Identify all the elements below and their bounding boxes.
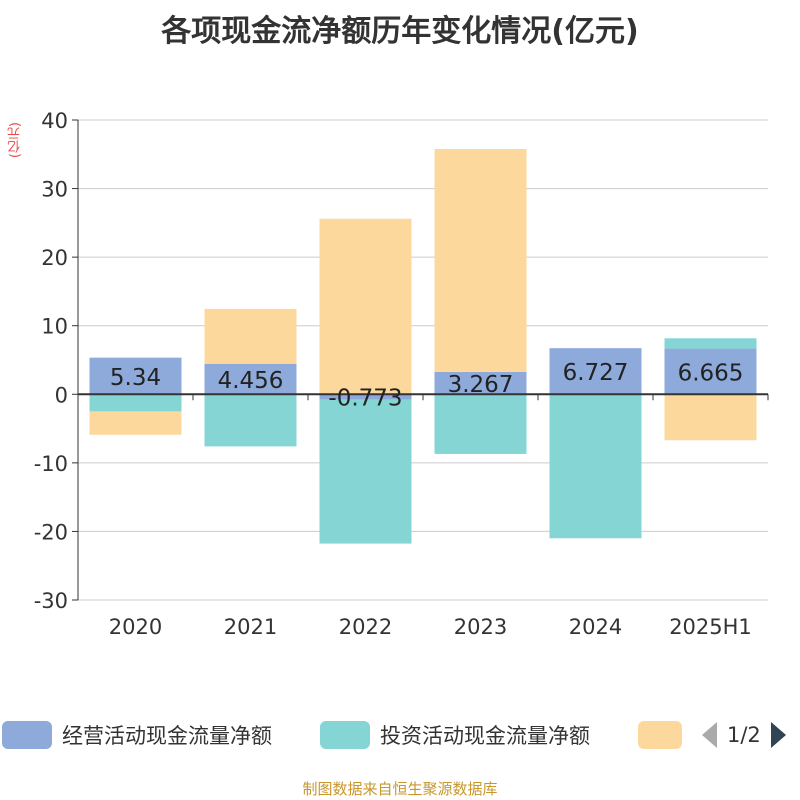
pager-prev-icon[interactable] bbox=[702, 722, 717, 748]
legend-item-financing[interactable] bbox=[638, 715, 682, 755]
bar-series1-2025H1 bbox=[664, 338, 757, 349]
bar-series0-2022 bbox=[319, 394, 412, 400]
y-tick-label: 10 bbox=[41, 315, 68, 339]
x-tick-label: 2022 bbox=[339, 615, 392, 639]
data-label-2022: -0.773 bbox=[328, 385, 402, 411]
data-label-2021: 4.456 bbox=[218, 368, 284, 394]
bar-series1-2023 bbox=[434, 394, 527, 454]
pager-text: 1/2 bbox=[727, 723, 761, 747]
bar-series0-2020 bbox=[89, 357, 182, 395]
bar-series0-2021 bbox=[204, 363, 297, 395]
legend-swatch-investing bbox=[320, 721, 370, 749]
chart-title: 各项现金流净额历年变化情况(亿元) bbox=[161, 14, 639, 49]
pager-next-icon[interactable] bbox=[770, 722, 786, 748]
y-tick-label: -10 bbox=[34, 452, 68, 476]
legend-pager: 1/2 bbox=[702, 715, 786, 755]
legend-item-operating[interactable]: 经营活动现金流量净额 bbox=[2, 715, 272, 755]
bar-chart: 40 30 20 10 0 -10 -20 -30 5.34 4.456 -0.773 3.267 6.… bbox=[34, 109, 769, 639]
legend: 经营活动现金流量净额 投资活动现金流量净额 1/2 bbox=[0, 715, 800, 755]
bar-series2-2025H1 bbox=[664, 394, 757, 441]
x-tick-label: 2024 bbox=[569, 615, 622, 639]
bar-series0-2023 bbox=[434, 371, 527, 395]
y-tick-label: -20 bbox=[34, 520, 68, 544]
y-tick-label: 0 bbox=[55, 383, 68, 407]
bar-series0-2024 bbox=[549, 348, 642, 395]
x-tick-label: 2021 bbox=[224, 615, 277, 639]
y-tick-label: 30 bbox=[41, 178, 68, 202]
bar-series1-2020 bbox=[89, 394, 182, 412]
legend-label-operating: 经营活动现金流量净额 bbox=[62, 724, 272, 748]
x-tick-label: 2023 bbox=[454, 615, 507, 639]
data-source-note: 制图数据来自恒生聚源数据库 bbox=[302, 780, 498, 798]
bar-series2-2023 bbox=[434, 149, 527, 372]
bar-series1-2022 bbox=[319, 399, 412, 544]
legend-item-investing[interactable]: 投资活动现金流量净额 bbox=[320, 715, 590, 755]
y-tick-label: 40 bbox=[41, 109, 68, 133]
bar-series1-2021 bbox=[204, 394, 297, 447]
y-tick-label: -30 bbox=[34, 589, 68, 613]
bar-series0-2025H1 bbox=[664, 348, 757, 395]
x-tick-label: 2025H1 bbox=[669, 615, 752, 639]
legend-swatch-financing bbox=[638, 721, 682, 749]
bar-series2-2022 bbox=[319, 218, 412, 395]
data-label-2024: 6.727 bbox=[563, 360, 629, 386]
data-label-2025H1: 6.665 bbox=[678, 360, 744, 386]
bar-series2-2020 bbox=[89, 411, 182, 435]
legend-label-investing: 投资活动现金流量净额 bbox=[380, 724, 590, 748]
data-label-2023: 3.267 bbox=[448, 372, 514, 398]
data-label-2020: 5.34 bbox=[110, 365, 161, 391]
bar-series2-2021 bbox=[204, 308, 297, 364]
y-tick-label: 20 bbox=[41, 246, 68, 270]
bar-series1-2024 bbox=[549, 394, 642, 539]
legend-swatch-operating bbox=[2, 721, 52, 749]
x-tick-label: 2020 bbox=[109, 615, 162, 639]
